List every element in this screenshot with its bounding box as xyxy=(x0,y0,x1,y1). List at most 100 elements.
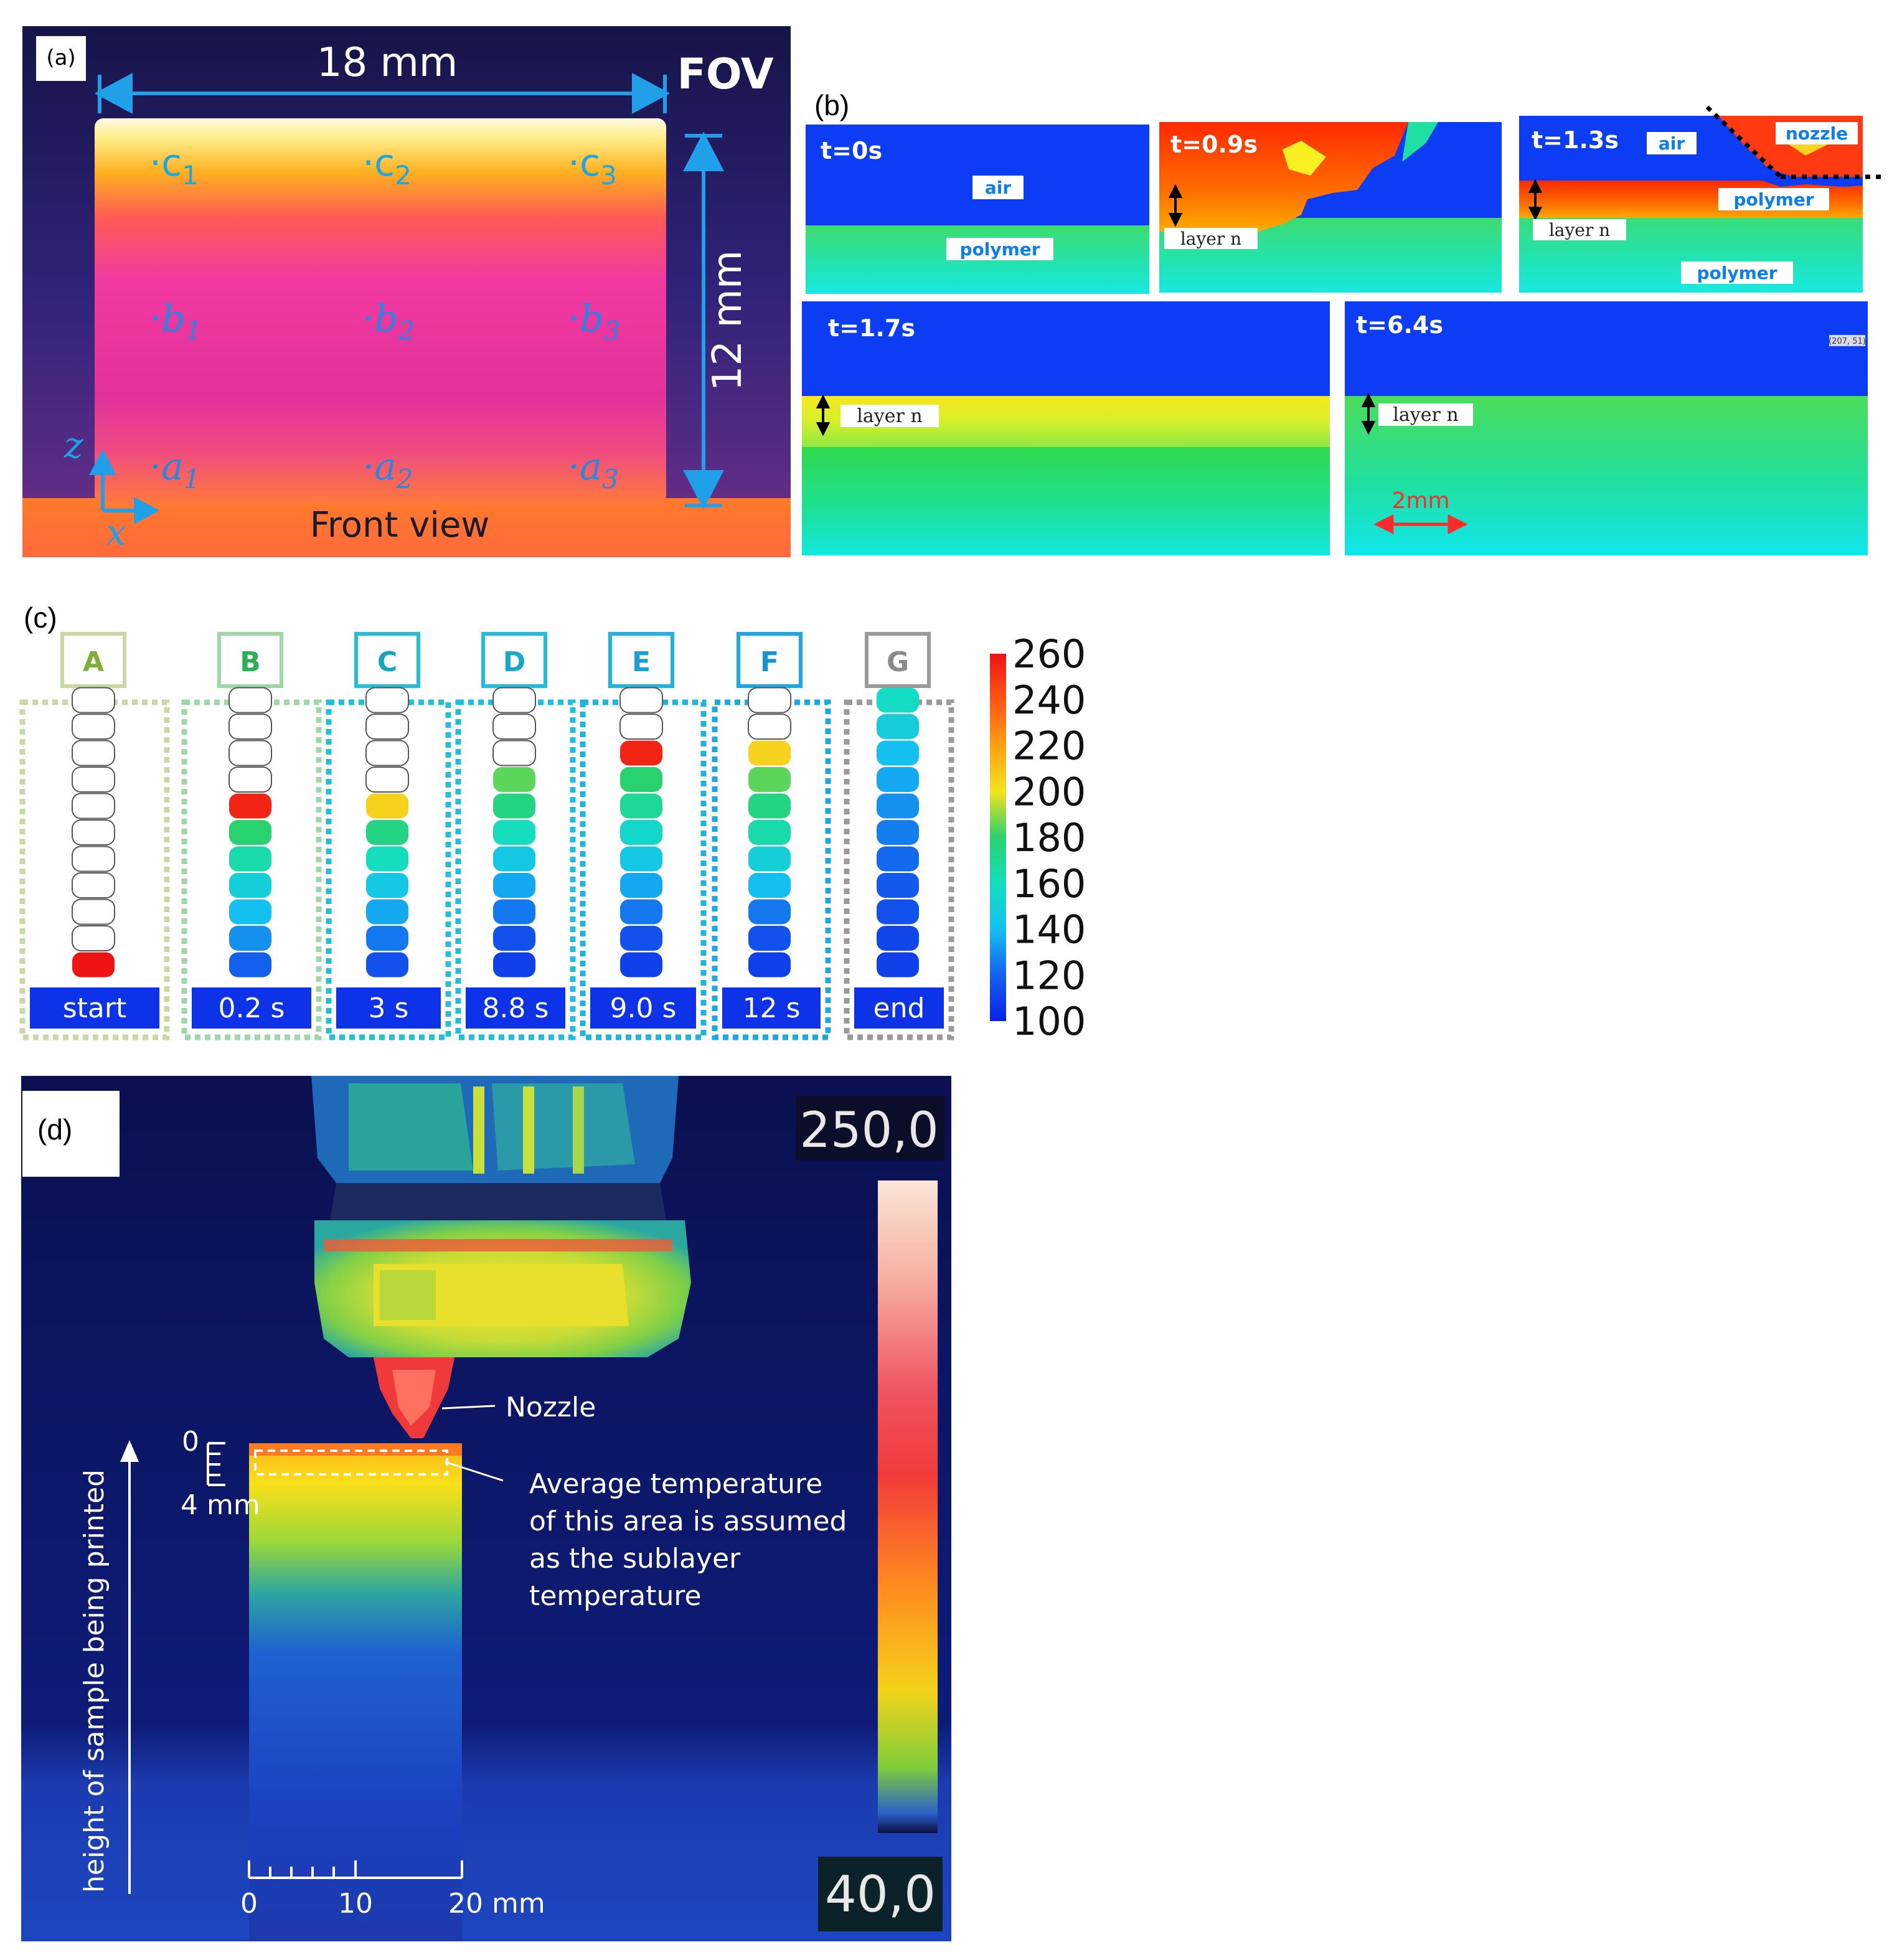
reading-max: 250,0 xyxy=(799,1103,938,1159)
layer-bead xyxy=(228,714,272,740)
point-label: ·c1 xyxy=(149,141,199,191)
layer-bead xyxy=(877,793,919,819)
stage-time: start xyxy=(63,992,126,1024)
layer-bead xyxy=(748,846,791,872)
layer-bead xyxy=(72,846,115,872)
point-label: ·b3 xyxy=(568,297,620,346)
panel-b: (b) t=0s air polymer t=0.9s laye xyxy=(802,89,1883,555)
tag-air: air xyxy=(985,177,1011,198)
depth-gauge xyxy=(207,1442,225,1486)
depth-top-label: 0 xyxy=(182,1426,199,1458)
layer-bead xyxy=(366,899,408,925)
stage-time: end xyxy=(873,992,925,1024)
layer-bead xyxy=(229,926,271,951)
stage-time: 12 s xyxy=(743,992,801,1024)
layer-bead xyxy=(620,740,662,766)
height-dimension xyxy=(683,131,724,510)
panel-c-label: (c) xyxy=(24,601,57,634)
sim-frame-t13: t=1.3s air nozzle polymer layer n polyme… xyxy=(1519,105,1883,293)
measurement-points: ·c1 ·c2 ·c3 ·b1 ·b2 ·b3 ·a1 ·a2 ·a3 xyxy=(149,141,620,494)
colorbar-tick-label: 160 xyxy=(1012,861,1086,907)
layer-bead xyxy=(877,926,919,951)
point-label: ·b1 xyxy=(149,297,202,346)
panel-a: (a) 18 mm FOV 12 mm ·c1 ·c2 ·c3 ·b1 ·b2 ·b3 ·a… xyxy=(22,26,791,557)
layer-bead xyxy=(229,899,271,925)
layer-bead xyxy=(492,687,536,714)
stage-time-plate xyxy=(722,987,821,1029)
layer-bead xyxy=(748,820,791,845)
layer-bead xyxy=(229,820,271,845)
layer-thickness-arrow xyxy=(1168,184,1183,227)
height-label: 12 mm xyxy=(705,250,751,391)
stage-frame xyxy=(181,699,322,1040)
point-label: ·c2 xyxy=(362,141,412,191)
layer-bead xyxy=(877,767,919,792)
stage-letter: E xyxy=(632,646,651,678)
layer-bead xyxy=(493,767,535,792)
layer-bead xyxy=(72,687,115,714)
layer-bead xyxy=(72,925,115,951)
frame-time: t=0s xyxy=(821,137,882,164)
layer-bead xyxy=(620,873,662,898)
colorbar-tick-label: 240 xyxy=(1012,677,1086,723)
frame-time: t=6.4s xyxy=(1356,311,1443,339)
layer-bead xyxy=(72,819,115,846)
layer-bead xyxy=(366,793,408,819)
point-label: ·a1 xyxy=(149,445,200,494)
layer-thickness-arrow xyxy=(816,394,831,436)
stage-letter: F xyxy=(760,646,779,678)
colorbar-tick-label: 100 xyxy=(1012,999,1086,1044)
sim-frame-t64: t=6.4s (207, 51) layer n 2mm xyxy=(1345,301,1868,555)
colorbar-ramp xyxy=(990,654,1006,1021)
tag-layer-n: layer n xyxy=(1393,404,1458,426)
stage-e: E 9.0 s xyxy=(580,632,707,1040)
axis-x-label: x xyxy=(106,511,126,554)
layer-bead xyxy=(493,899,535,925)
stage-time: 3 s xyxy=(369,992,409,1024)
layer-bead xyxy=(493,820,535,845)
sim-frame-t0: t=0s air polymer xyxy=(806,125,1149,294)
frame-time: t=1.7s xyxy=(828,314,915,342)
stage-d: D 8.8 s xyxy=(455,632,576,1040)
stage-time-plate xyxy=(590,987,696,1029)
layer-bead xyxy=(620,899,662,925)
layer-bead xyxy=(492,740,536,766)
stage-letter-box xyxy=(217,632,283,688)
layer-bead xyxy=(493,793,535,819)
layer-bead xyxy=(366,873,408,898)
layer-bead xyxy=(748,714,791,740)
roi-leader xyxy=(445,1461,504,1482)
layer-bead xyxy=(72,872,115,898)
scale-label: 2mm xyxy=(1391,488,1449,514)
layer-bead xyxy=(365,687,409,714)
frame-time: t=0.9s xyxy=(1170,131,1258,158)
sim-frame-t17: t=1.7s layer n xyxy=(802,301,1330,555)
layer-bead xyxy=(493,846,535,872)
layer-bead xyxy=(228,687,272,714)
axis-z-label: z xyxy=(64,424,83,466)
stage-letter: D xyxy=(503,646,526,678)
layer-bead xyxy=(620,926,662,951)
scale-tick-label: 20 mm xyxy=(448,1888,545,1920)
layer-bead xyxy=(366,926,408,951)
layer-bead xyxy=(229,793,271,819)
panel-d: (d) 250,0 40,0 Nozzle Average temperatur… xyxy=(21,1076,951,1941)
stage-time: 0.2 s xyxy=(219,992,285,1024)
reading-min: 40,0 xyxy=(825,1865,936,1923)
tag-layer-n: layer n xyxy=(1180,229,1241,249)
panel-b-label: (b) xyxy=(814,89,849,121)
layer-bead xyxy=(877,873,919,898)
nozzle-outline xyxy=(1705,105,1883,179)
layer-bead xyxy=(620,767,662,792)
stage-letter-box xyxy=(481,632,547,688)
layer-bead xyxy=(748,687,791,714)
layer-thickness-arrow xyxy=(1361,393,1376,435)
stage-f: F 12 s xyxy=(712,632,831,1040)
horizontal-scale xyxy=(248,1860,463,1879)
layer-bead xyxy=(620,820,662,845)
layer-bead xyxy=(365,740,409,766)
layer-bead xyxy=(365,766,409,793)
layer-bead xyxy=(228,766,272,793)
